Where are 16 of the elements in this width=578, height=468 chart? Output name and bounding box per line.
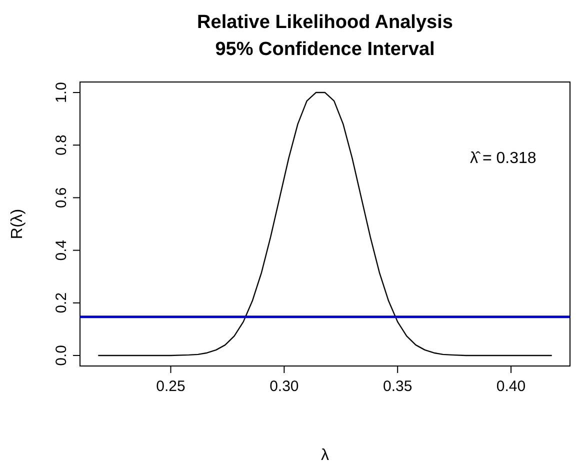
y-tick-label: 0.2 xyxy=(53,292,70,314)
chart-title: Relative Likelihood Analysis xyxy=(197,12,453,33)
chart-subtitle: 95% Confidence Interval xyxy=(215,39,435,60)
y-tick-label: 1.0 xyxy=(53,82,70,103)
x-axis-title: λ xyxy=(321,447,329,464)
x-tick-label: 0.25 xyxy=(156,378,186,395)
y-tick-label: 0.0 xyxy=(53,345,70,366)
line-series xyxy=(98,92,552,356)
y-tick-label: 0.4 xyxy=(53,240,70,261)
x-tick-label: 0.30 xyxy=(270,378,299,395)
annotation: λ̂ = 0.318 xyxy=(470,150,536,167)
y-tick-label: 0.8 xyxy=(53,134,70,156)
x-tick-label: 0.35 xyxy=(382,378,412,395)
x-tick-label: 0.40 xyxy=(496,378,526,395)
y-tick-label: 0.6 xyxy=(53,187,70,208)
y-axis-title: R(λ) xyxy=(9,208,26,240)
